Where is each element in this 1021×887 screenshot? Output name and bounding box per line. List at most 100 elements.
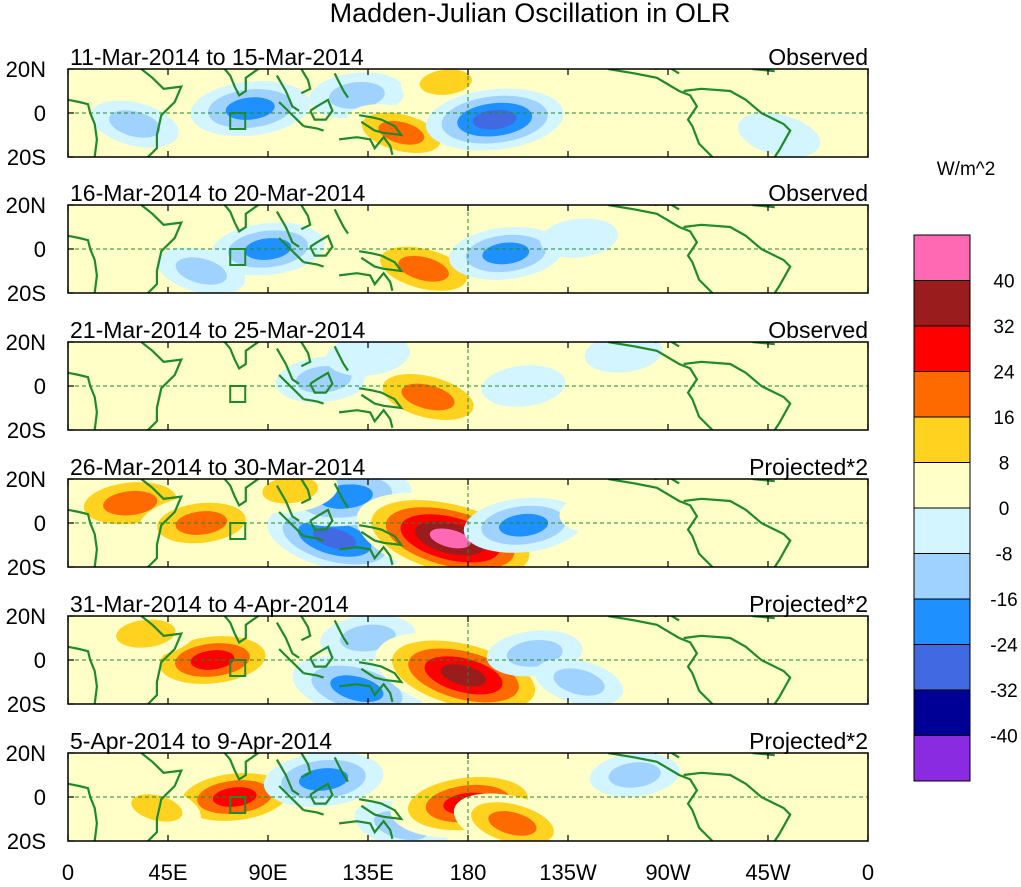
x-tick-label: 180 (450, 860, 487, 885)
coastline (309, 508, 334, 531)
colorbar-swatch (913, 689, 971, 736)
coastline (309, 782, 334, 805)
coastline (300, 69, 312, 95)
coastline (358, 661, 404, 684)
coastline (223, 753, 261, 781)
coastline (607, 342, 714, 430)
anomaly-5 (68, 215, 144, 257)
coastline (300, 479, 312, 505)
anomaly-contour (109, 110, 161, 138)
coastline (140, 479, 184, 567)
anomaly-contour (738, 112, 821, 157)
anomaly-contour (175, 257, 227, 285)
anomaly-8 (696, 793, 773, 836)
anomaly-contour (482, 242, 530, 265)
anomaly-contour (696, 793, 773, 836)
colorbar-tick-label: 16 (993, 408, 1014, 429)
reference-box (229, 659, 247, 677)
coastline (300, 342, 312, 368)
panel-type-label: Projected*2 (749, 591, 868, 617)
anomaly-5 (162, 372, 241, 413)
y-tick-label: 20N (6, 467, 46, 492)
panel-type-label: Projected*2 (749, 728, 868, 754)
anomaly-contour (313, 527, 357, 550)
anomaly-8 (696, 650, 773, 692)
anomaly-6 (453, 793, 572, 841)
coastline (275, 348, 300, 385)
coastline (275, 759, 300, 796)
coastline (300, 753, 312, 779)
anomaly-contour (472, 109, 517, 130)
anomaly-contour (398, 255, 449, 282)
panel-date-range: 16-Mar-2014 to 20-Mar-2014 (70, 180, 366, 206)
colorbar-swatch (913, 462, 971, 509)
coastline (358, 250, 404, 273)
coastline (278, 648, 305, 674)
anomaly-contour (553, 668, 605, 696)
anomaly-contour (429, 528, 471, 549)
coastline (278, 511, 305, 537)
coastline (223, 205, 261, 233)
anomaly-7 (559, 491, 644, 533)
panel-6: 20N 0 20S 5-Apr-2014 to 9-Apr-2014 Projected… (6, 728, 869, 854)
reference-box (229, 248, 247, 266)
coastline (654, 69, 680, 75)
coastline (278, 374, 305, 400)
x-tick-label: 135E (342, 860, 393, 885)
colorbar-tick-label: 32 (993, 317, 1014, 338)
coastline (223, 69, 261, 97)
anomaly-2 (112, 784, 201, 832)
anomaly-contour (506, 639, 563, 667)
coastline (140, 205, 184, 293)
chart-title: Madden-Julian Oscillation in OLR (330, 0, 731, 28)
anomaly-contour (488, 811, 537, 836)
y-tick-label: 20N (6, 57, 46, 82)
y-tick-label: 20N (6, 604, 46, 629)
anomaly-contour (330, 675, 384, 702)
anomaly-contour (540, 218, 618, 258)
anomaly-contour (68, 215, 144, 257)
y-tick-label: 20S (7, 555, 46, 580)
x-tick-label: 0 (62, 860, 74, 885)
anomaly-contour (559, 491, 644, 533)
anomaly-3 (263, 753, 384, 807)
coastline (654, 616, 680, 622)
colorbar-tick-label: 8 (999, 454, 1010, 475)
anomaly-contour (584, 342, 663, 373)
coastline (309, 371, 334, 394)
coastline (338, 135, 394, 156)
x-tick-label: 45W (745, 860, 790, 885)
reference-box (229, 796, 247, 814)
coastline (309, 234, 334, 257)
y-tick-label: 20N (6, 330, 46, 355)
colorbar-tick-label: -8 (996, 545, 1013, 566)
panel-2: 20N 0 20S 16-Mar-2014 to 20-Mar-2014 Observe… (6, 180, 869, 306)
panel-date-range: 5-Apr-2014 to 9-Apr-2014 (70, 728, 332, 754)
y-tick-label: 20S (7, 829, 46, 854)
panel-type-label: Observed (768, 44, 868, 70)
coastline (607, 69, 714, 157)
coastline (358, 114, 404, 137)
olr-anomaly-field (68, 479, 868, 567)
reference-box (229, 385, 247, 403)
coastline (223, 479, 261, 507)
y-tick-label: 0 (34, 511, 46, 536)
coastlines (68, 753, 792, 841)
panel-type-label: Observed (768, 180, 868, 206)
panel-5: 20N 0 20S 31-Mar-2014 to 4-Apr-2014 Projecte… (6, 591, 869, 717)
coastline (303, 398, 324, 405)
coastline (140, 342, 184, 430)
colorbar-swatch (913, 507, 971, 554)
anomaly-7 (584, 342, 663, 373)
coastline (303, 672, 324, 679)
panel-1: 20N 0 20S 11-Mar-2014 to 15-Mar-2014 Observe… (6, 44, 869, 170)
anomaly-contour (498, 513, 549, 537)
coastline (607, 753, 714, 841)
coastline (275, 622, 300, 659)
coastline (275, 211, 300, 248)
coastline (275, 75, 300, 112)
x-tick-label: 90W (645, 860, 690, 885)
y-tick-label: 0 (34, 374, 46, 399)
panel-3: 20N 0 20S 21-Mar-2014 to 25-Mar-2014 Observe… (6, 317, 869, 443)
